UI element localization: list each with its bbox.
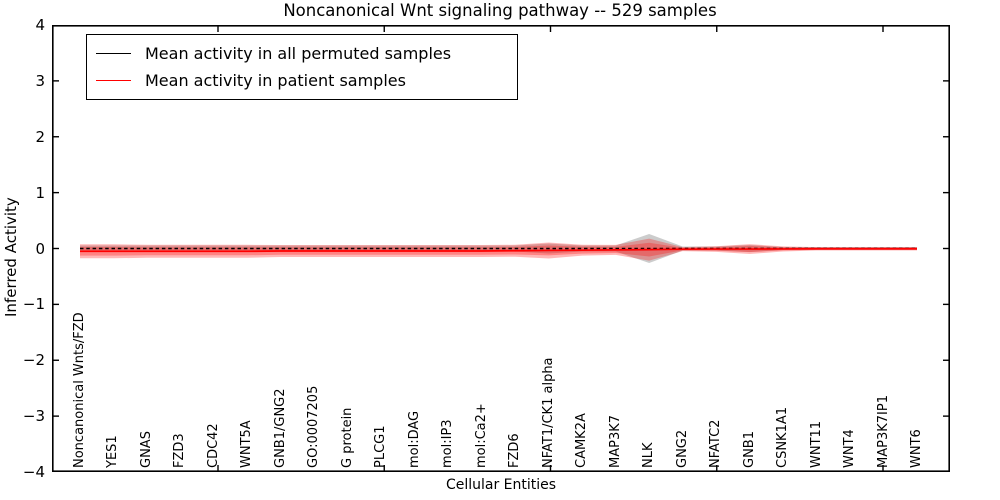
legend-entry-permuted: Mean activity in all permuted samples	[96, 40, 517, 67]
y-tick-label: −3	[22, 407, 45, 426]
x-tick-label: GNG2	[674, 429, 690, 468]
patient-std-band-inner	[80, 242, 917, 257]
legend-label-patient: Mean activity in patient samples	[145, 71, 406, 90]
x-tick-label: mol:DAG	[406, 410, 422, 468]
plot-area	[52, 25, 950, 472]
x-tick-label: FZD3	[172, 433, 188, 468]
plot-canvas	[52, 25, 950, 472]
x-tick-label: CSNK1A1	[775, 406, 791, 468]
x-axis-label: Cellular Entities	[445, 477, 557, 493]
y-tick-label: −2	[22, 351, 45, 370]
patient-mean-line	[80, 247, 917, 253]
x-tick-label: MAP3K7	[607, 414, 623, 468]
x-tick-label: CDC42	[205, 423, 221, 468]
x-tick-label: WNT4	[842, 429, 858, 468]
x-tick-label: G protein	[339, 407, 355, 468]
x-tick-label: mol:IP3	[440, 419, 456, 468]
x-tick-label: NFATC2	[708, 419, 724, 468]
x-tick-label: WNT11	[808, 420, 824, 468]
x-tick-label: FZD6	[507, 433, 523, 468]
x-tick-label: mol:Ca2+	[473, 403, 489, 468]
x-tick-label: GNB1	[741, 431, 757, 468]
x-tick-label: PLCG1	[373, 425, 389, 468]
x-tick-label: NFAT1/CK1 alpha	[540, 357, 556, 468]
permuted-line-sample-icon	[96, 53, 131, 54]
x-tick-label: MAP3K7IP1	[875, 395, 891, 468]
y-tick-label: 1	[35, 183, 45, 202]
x-tick-label: GO:0007205	[306, 385, 322, 468]
y-tick-label: 0	[35, 239, 45, 258]
x-tick-label: WNT6	[909, 429, 924, 468]
x-tick-label: WNT5A	[239, 420, 255, 468]
chart-title: Noncanonical Wnt signaling pathway -- 52…	[283, 1, 717, 20]
patient-std-band-outer	[80, 238, 917, 261]
x-tick-label: NLK	[641, 442, 657, 469]
legend-label-permuted: Mean activity in all permuted samples	[145, 44, 452, 63]
y-tick-label: 4	[35, 16, 45, 34]
y-tick-label: −4	[22, 463, 45, 481]
x-tick-label: GNAS	[138, 431, 154, 468]
y-tick-label: 2	[35, 127, 45, 146]
y-tick-label: −1	[22, 295, 45, 314]
legend-entry-patient: Mean activity in patient samples	[96, 67, 517, 94]
x-tick-label: GNB1/GNG2	[272, 388, 288, 468]
x-tick-label: YES1	[105, 435, 121, 468]
legend: Mean activity in all permuted samples Me…	[86, 34, 518, 100]
patient-line-sample-icon	[96, 80, 131, 81]
x-tick-label: Noncanonical Wnts/FZD	[72, 312, 87, 468]
y-tick-label: 3	[35, 71, 45, 90]
x-tick-label: CAMK2A	[574, 413, 590, 468]
